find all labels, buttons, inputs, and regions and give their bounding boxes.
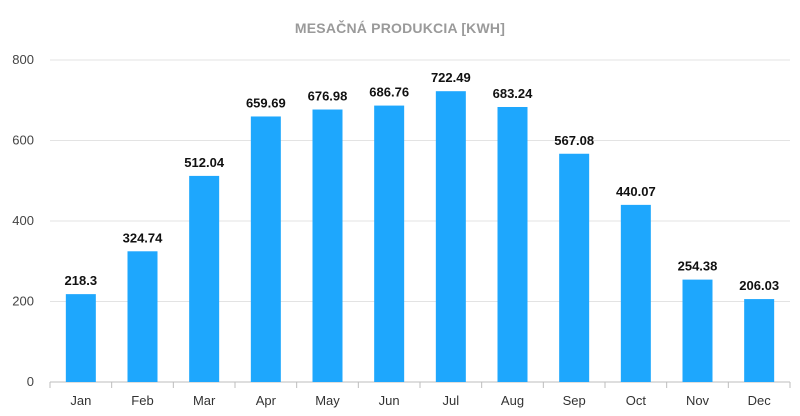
bar <box>744 299 775 382</box>
x-tick-label: May <box>315 393 340 408</box>
bar <box>497 106 528 382</box>
bar <box>250 116 281 382</box>
data-label: 512.04 <box>184 155 225 170</box>
y-tick-label: 200 <box>12 294 34 309</box>
bar <box>620 204 651 382</box>
x-tick-label: Jul <box>443 393 460 408</box>
bar <box>682 279 713 382</box>
bar <box>312 109 343 382</box>
axes: 0 200 400 600 800 <box>12 52 791 389</box>
x-tick-label: Feb <box>131 393 153 408</box>
data-label: 218.3 <box>65 273 98 288</box>
x-tick-label: Jun <box>379 393 400 408</box>
y-tick-label: 800 <box>12 52 34 67</box>
bar <box>374 105 405 382</box>
x-tick-label: Apr <box>256 393 277 408</box>
bar <box>435 91 466 382</box>
data-label: 206.03 <box>739 278 779 293</box>
y-tick-label: 400 <box>12 213 34 228</box>
labels: 218.3 Jan 324.74 Feb 512.04 Mar 659.69 Apr 676.9… <box>65 70 779 408</box>
x-tick-label: Sep <box>563 393 586 408</box>
y-tick-label: 0 <box>27 374 34 389</box>
data-label: 659.69 <box>246 95 286 110</box>
chart-title: MESAČNÁ PRODUKCIA [KWH] <box>294 20 506 36</box>
bar <box>559 153 590 382</box>
data-label: 676.98 <box>308 89 348 104</box>
x-tick-label: Oct <box>626 393 647 408</box>
data-label: 567.08 <box>554 133 594 148</box>
x-tick-label: Aug <box>501 393 524 408</box>
gridlines <box>50 59 790 383</box>
x-tick-label: Dec <box>748 393 772 408</box>
data-label: 722.49 <box>431 70 471 85</box>
data-label: 686.76 <box>369 85 409 100</box>
bar <box>65 294 96 382</box>
bar <box>127 251 158 382</box>
x-tick-label: Jan <box>70 393 91 408</box>
data-label: 254.38 <box>678 259 718 274</box>
data-label: 440.07 <box>616 184 656 199</box>
y-tick-label: 600 <box>12 133 34 148</box>
x-tick-label: Mar <box>193 393 216 408</box>
data-label: 683.24 <box>493 86 534 101</box>
x-tick-label: Nov <box>686 393 710 408</box>
bar <box>189 175 220 382</box>
bars <box>65 91 775 382</box>
data-label: 324.74 <box>123 230 164 245</box>
